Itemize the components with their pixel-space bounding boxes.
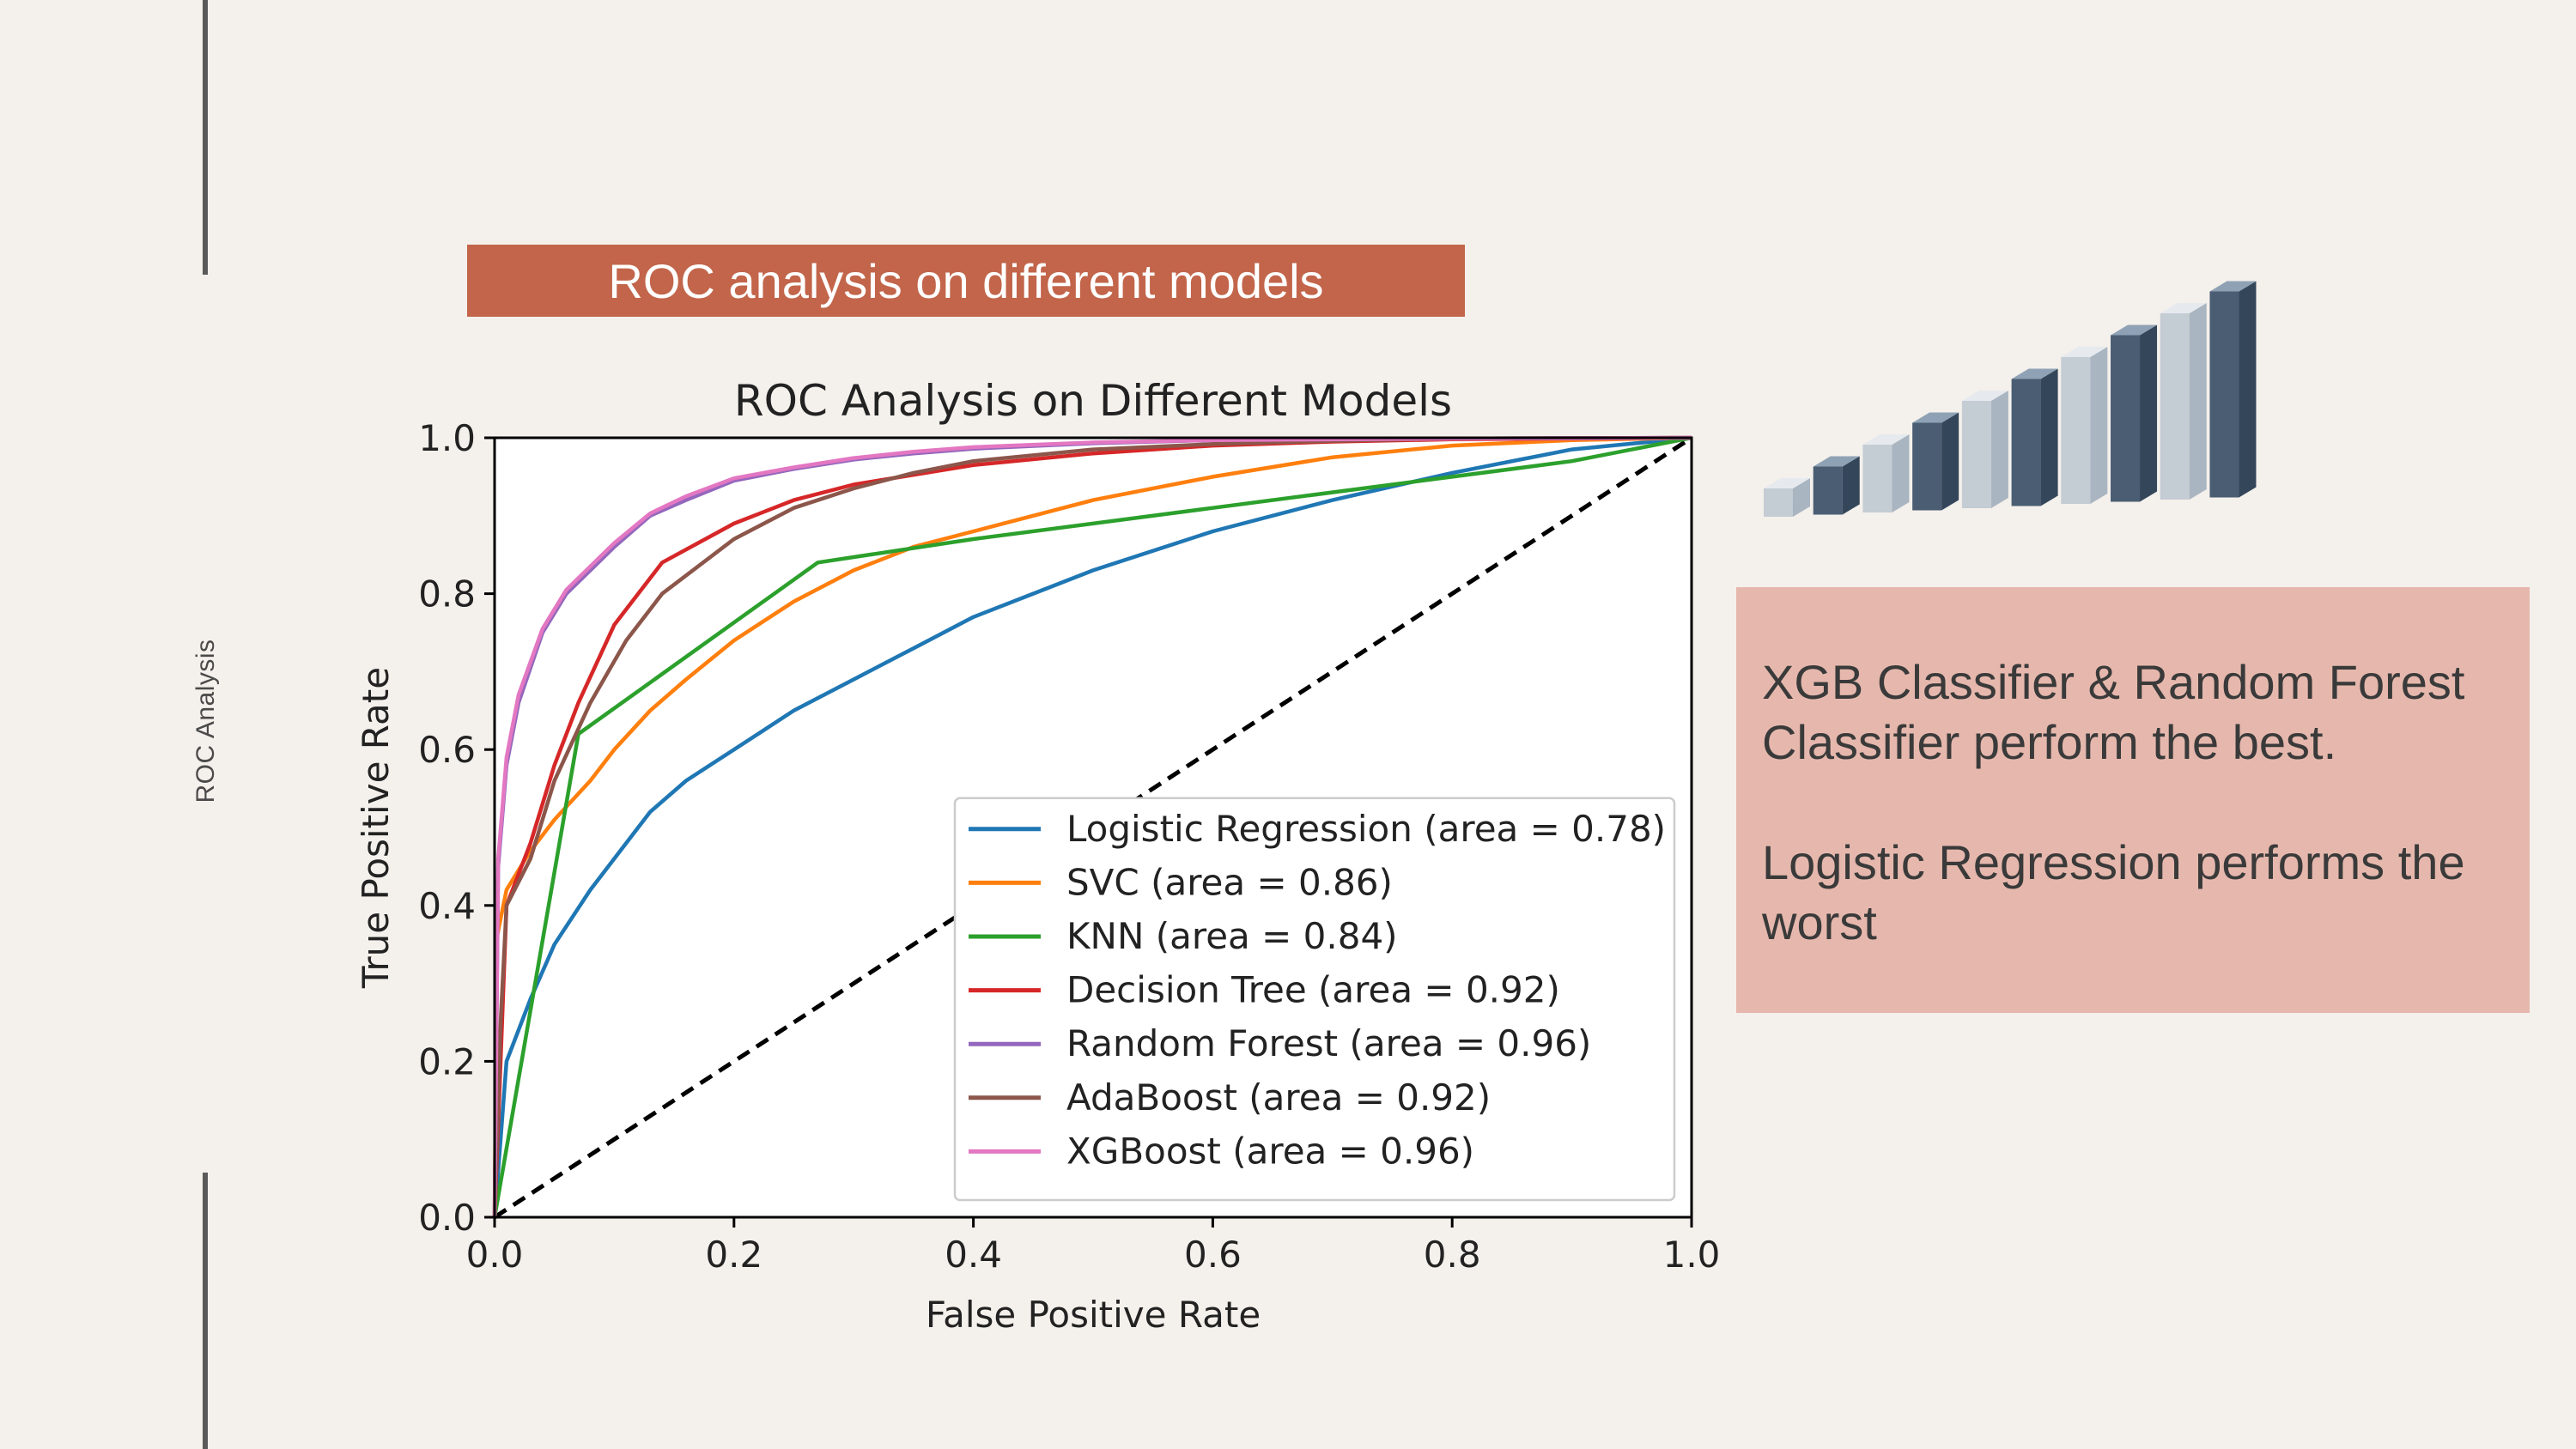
bar-top [2209, 281, 2257, 292]
bar-side [1941, 412, 1959, 511]
bar-top [2011, 368, 2058, 379]
y-tick-label: 0.0 [418, 1197, 476, 1239]
bar-face [2209, 291, 2239, 498]
bar-side [2189, 303, 2207, 500]
bar-top [2111, 324, 2158, 336]
bar-chart-decoration-icon [1764, 281, 2257, 517]
series-line-0 [492, 435, 1692, 1218]
finding-best: XGB Classifier & Random Forest Classifie… [1762, 655, 2465, 769]
y-axis-label: True Positive Rate [355, 667, 397, 989]
bar-side [2140, 324, 2158, 502]
bar-side [1842, 456, 1860, 515]
bar-side [2040, 368, 2058, 506]
findings-box: XGB Classifier & Random Forest Classifie… [1736, 587, 2530, 1013]
bar-face [1813, 466, 1843, 515]
series-line-5 [492, 435, 1692, 1218]
x-tick-label: 0.0 [466, 1234, 524, 1276]
bar-top [1912, 412, 1959, 423]
bar-face [2061, 357, 2091, 504]
side-section-label: ROC Analysis [191, 639, 220, 803]
bar-face [1862, 445, 1893, 512]
bar-top [1813, 456, 1860, 467]
bar-side [2090, 347, 2108, 504]
bar-side [1990, 391, 2008, 508]
legend-label-3: Decision Tree (area = 0.92) [1066, 969, 1560, 1011]
bar-top [1764, 478, 1810, 488]
x-tick-label: 0.8 [1424, 1234, 1481, 1276]
chance-diagonal-line [493, 435, 1693, 1220]
bar-face [2111, 335, 2141, 502]
bar-face [2011, 379, 2041, 506]
legend-label-1: SVC (area = 0.86) [1066, 861, 1393, 903]
x-axis-label: False Positive Rate [926, 1294, 1261, 1336]
x-tick-label: 0.4 [945, 1234, 1002, 1276]
bar-side [1892, 434, 1910, 512]
y-tick-label: 0.8 [418, 573, 476, 615]
banner-title: ROC analysis on different models [467, 245, 1465, 317]
y-tick-label: 0.6 [418, 729, 476, 771]
bar-side [1793, 478, 1810, 517]
legend-label-6: XGBoost (area = 0.96) [1066, 1130, 1474, 1172]
y-tick-label: 1.0 [418, 417, 476, 459]
legend-label-0: Logistic Regression (area = 0.78) [1066, 808, 1666, 850]
top-divider-line [203, 0, 208, 275]
bar-top [2160, 303, 2207, 313]
bar-top [1862, 434, 1910, 445]
bar-face [1912, 422, 1942, 511]
legend-box [953, 797, 1676, 1202]
bar-top [2061, 347, 2108, 357]
x-tick-label: 0.6 [1184, 1234, 1242, 1276]
legend-label-5: AdaBoost (area = 0.92) [1066, 1076, 1491, 1119]
y-tick-label: 0.4 [418, 885, 476, 927]
plot-frame [493, 436, 1693, 1219]
roc-chart: 0.0 0.2 0.4 0.6 0.8 1.0 0.0 0.2 0.4 0.6 0.8 1.0 ROC … [355, 376, 1721, 1336]
y-tick-label: 0.2 [418, 1040, 476, 1082]
bar-face [1961, 401, 1991, 508]
bar-top [1961, 391, 2008, 401]
bottom-divider-line [203, 1173, 208, 1449]
chart-title: ROC Analysis on Different Models [734, 376, 1452, 426]
series-line-6 [492, 435, 1692, 1218]
bar-face [1764, 488, 1793, 517]
finding-worst: Logistic Regression performs the worst [1762, 835, 2465, 949]
x-tick-label: 0.2 [705, 1234, 762, 1276]
bar-side [2239, 281, 2257, 498]
x-tick-label: 1.0 [1663, 1234, 1721, 1276]
series-line-2 [492, 435, 1692, 1218]
legend-label-2: KNN (area = 0.84) [1066, 915, 1398, 957]
legend-label-4: Random Forest (area = 0.96) [1066, 1022, 1591, 1064]
bar-face [2160, 313, 2190, 500]
